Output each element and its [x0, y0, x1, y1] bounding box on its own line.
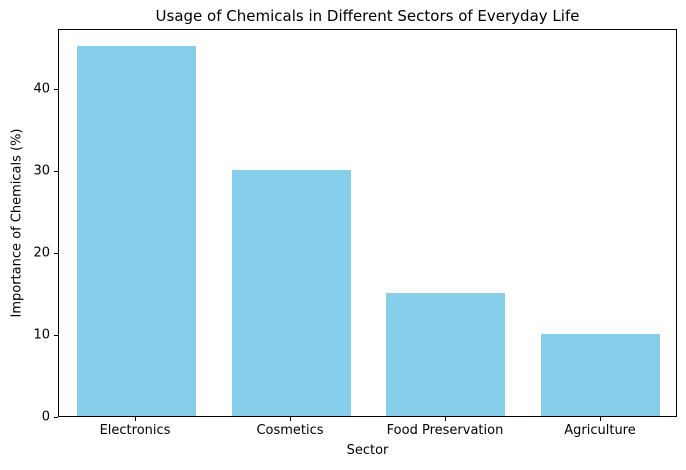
bar-food-preservation: [386, 293, 505, 416]
x-tick-mark: [290, 417, 291, 421]
x-tick-mark: [600, 417, 601, 421]
y-tick-label: 20: [33, 245, 50, 261]
y-tick-mark: [54, 253, 58, 254]
bar-cosmetics: [232, 170, 351, 416]
y-tick-mark: [54, 417, 58, 418]
y-tick-mark: [54, 89, 58, 90]
y-tick-label: 30: [33, 163, 50, 179]
y-tick-label: 40: [33, 81, 50, 97]
y-tick-mark: [54, 171, 58, 172]
x-tick-label-cosmetics: Cosmetics: [256, 423, 324, 438]
x-tick-label-food-preservation: Food Preservation: [386, 423, 504, 438]
x-tick-label-electronics: Electronics: [99, 423, 171, 438]
bar-agriculture: [541, 334, 660, 416]
x-tick-label-agriculture: Agriculture: [564, 423, 636, 438]
bar-electronics: [77, 46, 196, 416]
y-tick-mark: [54, 335, 58, 336]
x-tick-mark: [445, 417, 446, 421]
chart-title: Usage of Chemicals in Different Sectors …: [155, 7, 580, 25]
plot-area: [58, 29, 677, 417]
x-axis-label: Sector: [346, 443, 389, 458]
y-axis-label: Importance of Chemicals (%): [9, 128, 25, 318]
y-tick-label: 10: [33, 327, 50, 343]
x-tick-mark: [135, 417, 136, 421]
y-tick-label: 0: [41, 409, 50, 425]
